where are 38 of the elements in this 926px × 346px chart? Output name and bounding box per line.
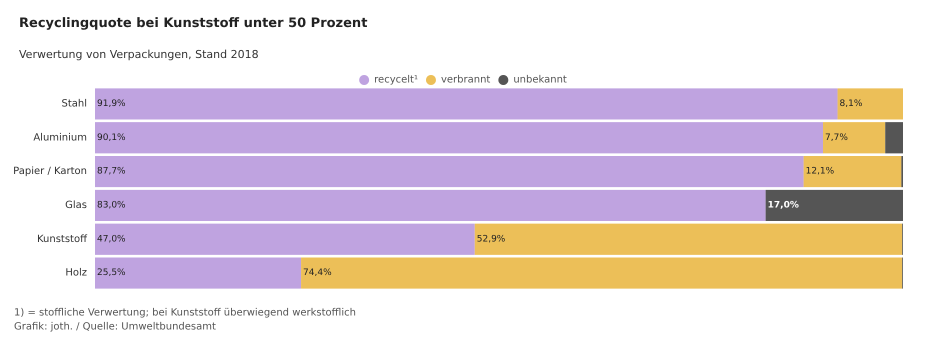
bar	[95, 258, 302, 289]
data-label: 52,9%	[476, 234, 506, 244]
data-label: 83,0%	[97, 200, 126, 210]
data-label: 12,1%	[806, 166, 835, 177]
legend-label: unbekannt	[513, 74, 567, 86]
data-label: 17,0%	[768, 200, 799, 210]
data-label: 90,1%	[97, 132, 126, 143]
data-label: 25,5%	[97, 268, 126, 278]
y-tick-label: Kunststoff	[36, 234, 88, 245]
bar	[838, 88, 903, 120]
bar	[95, 224, 475, 255]
data-label: 87,7%	[97, 166, 126, 177]
y-tick-label: Glas	[65, 200, 87, 211]
bar	[301, 258, 902, 289]
data-label: 74,4%	[303, 268, 332, 278]
chart-subtitle: Verwertung von Verpackungen, Stand 2018	[19, 48, 259, 61]
bar	[823, 122, 886, 154]
y-tick-label: Holz	[65, 268, 87, 279]
text: 1) = stoffliche Verwertung; bei Kunststoff überwiegend werkstofflich	[14, 308, 356, 318]
bar	[804, 156, 902, 188]
bar	[95, 88, 838, 120]
y-tick-label: Papier / Karton	[13, 166, 87, 178]
data-label: 91,9%	[97, 98, 126, 109]
data-label: 8,1%	[840, 98, 863, 109]
y-tick-label: Stahl	[61, 98, 87, 110]
bar	[766, 190, 903, 221]
data-label: 7,7%	[825, 132, 848, 143]
data-label: 47,0%	[97, 234, 126, 244]
bar	[95, 190, 766, 221]
legend-label: verbrannt	[440, 74, 490, 86]
chart-title: Recyclingquote bei Kunststoff unter 50 Prozent	[19, 16, 368, 31]
legend-label: recycelt¹	[374, 74, 418, 86]
text: Grafik: joth. / Quelle: Umweltbundesamt	[14, 322, 216, 332]
bar	[474, 224, 902, 255]
bar	[95, 156, 804, 188]
bar	[95, 122, 824, 154]
y-tick-label: Aluminium	[33, 132, 87, 144]
bar	[885, 122, 903, 154]
